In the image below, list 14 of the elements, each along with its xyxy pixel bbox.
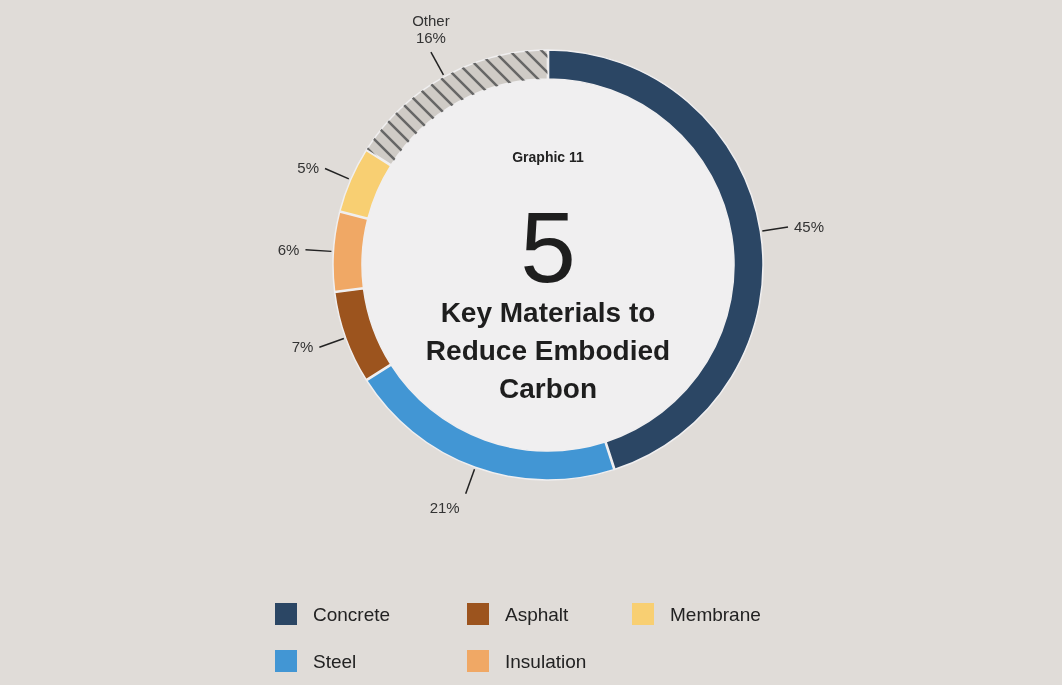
text: 5 Key Materials to Reduce Embodied Carbon (425, 191, 671, 404)
data-label: 5% (297, 159, 319, 177)
data-label: 45% (794, 217, 825, 235)
legend-label: Concrete (313, 604, 391, 625)
slice-label: Other (412, 12, 450, 30)
text: Graphic 11 (512, 149, 585, 165)
data-label: 7% (291, 338, 314, 356)
data-label: 16% (415, 29, 446, 47)
legend-label: Steel (313, 651, 357, 672)
data-label: 6% (277, 240, 300, 258)
legend-label: Asphalt (505, 604, 570, 625)
data-label: 21% (429, 498, 460, 516)
legend-label: Membrane (670, 604, 761, 625)
legend-label: Insulation (505, 651, 587, 672)
